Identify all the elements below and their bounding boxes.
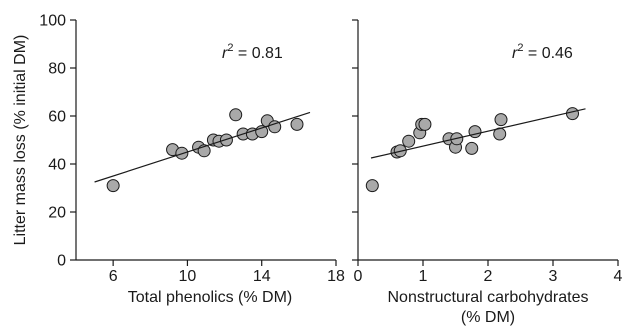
panel-total-phenolics: 6 10 14 18 0 20 40 60 80 100 r2 = 0.81 Total phen… (12, 13, 345, 307)
data-point (465, 141, 479, 155)
x-tick-label: 3 (549, 268, 558, 285)
data-point (290, 117, 304, 131)
y-tick-label: 40 (48, 157, 66, 174)
data-point (494, 113, 508, 127)
axis-ticks: 6 10 14 18 0 20 40 60 80 100 (39, 13, 345, 286)
y-tick-label: 80 (48, 61, 66, 78)
x-tick-label: 18 (327, 268, 345, 285)
data-point (402, 134, 416, 148)
x-tick-label: 1 (419, 268, 428, 285)
x-axis-title-line: Nonstructural carbohydrates (388, 289, 589, 306)
r-symbol: r (222, 45, 228, 62)
data-point (106, 179, 120, 193)
data-point (365, 179, 379, 193)
r-value: = 0.46 (523, 45, 572, 62)
x-tick-label: 4 (614, 268, 623, 285)
data-point (268, 120, 282, 134)
x-axis-title: Nonstructural carbohydrates (% DM) (388, 289, 589, 326)
axis-ticks: 0 1 2 3 4 (352, 19, 623, 285)
data-point (468, 125, 482, 139)
r-squared-annotation: r2 = 0.46 (512, 42, 573, 62)
x-axis-title: Total phenolics (% DM) (128, 289, 293, 306)
data-point (229, 108, 243, 122)
x-tick-label: 2 (484, 268, 493, 285)
data-point (566, 107, 579, 121)
data-points (365, 107, 579, 193)
r-squared-annotation: r2 = 0.81 (222, 42, 283, 62)
y-tick-label: 100 (39, 13, 66, 30)
y-tick-label: 20 (48, 205, 66, 222)
x-tick-label: 0 (354, 268, 363, 285)
r-symbol: r (512, 45, 518, 62)
y-tick-label: 60 (48, 109, 66, 126)
r-exponent: 2 (517, 42, 523, 54)
y-tick-label: 0 (57, 253, 66, 270)
data-point (418, 117, 432, 131)
x-tick-label: 14 (253, 268, 271, 285)
r-value: = 0.81 (233, 45, 282, 62)
x-tick-label: 6 (109, 268, 118, 285)
x-tick-label: 10 (179, 268, 197, 285)
regression-line (94, 111, 311, 183)
regression-line (370, 108, 586, 159)
data-points (106, 108, 304, 193)
y-axis-title: Litter mass loss (% initial DM) (12, 35, 29, 246)
x-axis-title-line: (% DM) (461, 309, 515, 326)
r-exponent: 2 (227, 42, 233, 54)
